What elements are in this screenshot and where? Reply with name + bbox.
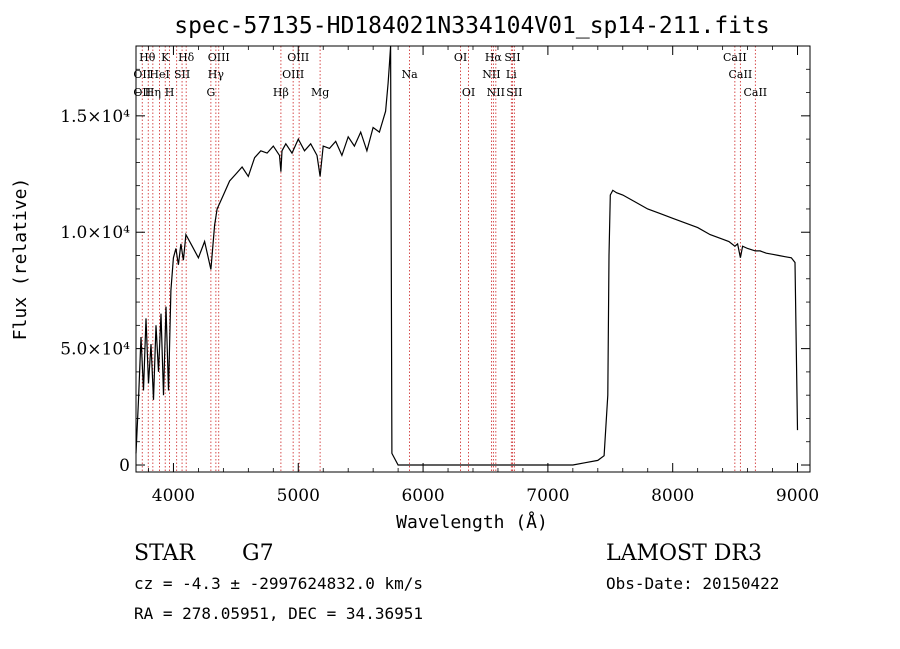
- x-axis-ticks: 4000 5000 6000 7000 8000 9000: [148, 46, 819, 506]
- x-tick-label: 7000: [526, 486, 569, 506]
- spectral-line-label: CaII: [743, 86, 767, 99]
- survey-name: LAMOST DR3: [606, 541, 762, 566]
- spectrum-line: [135, 45, 799, 466]
- spectral-line-markers: [141, 46, 756, 472]
- spectral-line-label: K: [161, 51, 170, 64]
- spectral-line-label: Hη: [145, 86, 161, 99]
- object-subclass: G7: [242, 541, 274, 566]
- x-tick-label: 9000: [776, 486, 819, 506]
- y-tick-label: 1.0×10⁴: [60, 223, 130, 243]
- spectral-line-label: Na: [402, 68, 419, 81]
- spectral-line-label: OIII: [208, 51, 230, 64]
- spectral-line-label: HeI: [149, 68, 169, 81]
- x-tick-label: 4000: [152, 486, 195, 506]
- spectral-line-label: CaII: [723, 51, 747, 64]
- spectral-line-label: SII: [506, 86, 522, 99]
- spectral-line-label: Hγ: [208, 68, 225, 81]
- spectral-line-label: NII: [487, 86, 505, 99]
- x-axis-label: Wavelength (Å): [396, 511, 548, 533]
- spectral-line-label: OI: [462, 86, 475, 99]
- y-axis-ticks: 0 5.0×10⁴ 1.0×10⁴ 1.5×10⁴: [60, 68, 810, 476]
- spectral-line-label: Hδ: [178, 51, 195, 64]
- x-tick-label: 6000: [401, 486, 444, 506]
- spectral-line-label: CaII: [729, 68, 753, 81]
- spectral-line-label: SII: [174, 68, 190, 81]
- spectral-line-label: Hθ: [139, 51, 156, 64]
- spectral-line-label: Hα: [485, 51, 503, 64]
- y-tick-label: 0: [119, 456, 130, 476]
- plot-frame: [135, 45, 811, 473]
- spectral-line-label: OIII: [287, 51, 309, 64]
- spectral-line-label: NII: [482, 68, 500, 81]
- y-tick-label: 5.0×10⁴: [60, 340, 130, 360]
- spectral-line-label: OII: [133, 86, 151, 99]
- spectral-line-label: H: [165, 86, 175, 99]
- spectral-line-label: Mg: [311, 86, 329, 99]
- object-class: STAR: [134, 541, 196, 566]
- spectral-line-label: Hβ: [273, 86, 289, 99]
- x-tick-label: 5000: [277, 486, 320, 506]
- spectral-line-label: OI: [454, 51, 467, 64]
- redshift-info: cz = -4.3 ± -2997624832.0 km/s: [134, 574, 423, 593]
- spectral-line-label: SII: [504, 51, 520, 64]
- spectral-line-label: Li: [506, 68, 517, 81]
- observation-date: Obs-Date: 20150422: [606, 574, 779, 593]
- spectral-line-label: OII: [133, 68, 151, 81]
- chart-title: spec-57135-HD184021N334104V01_sp14-211.f…: [174, 13, 769, 39]
- x-tick-label: 8000: [651, 486, 694, 506]
- y-tick-label: 1.5×10⁴: [60, 107, 130, 127]
- y-axis-label: Flux (relative): [10, 178, 31, 341]
- spectral-line-label: OIII: [282, 68, 304, 81]
- spectral-line-label: G: [206, 86, 215, 99]
- coordinates: RA = 278.05951, DEC = 34.36951: [134, 604, 423, 623]
